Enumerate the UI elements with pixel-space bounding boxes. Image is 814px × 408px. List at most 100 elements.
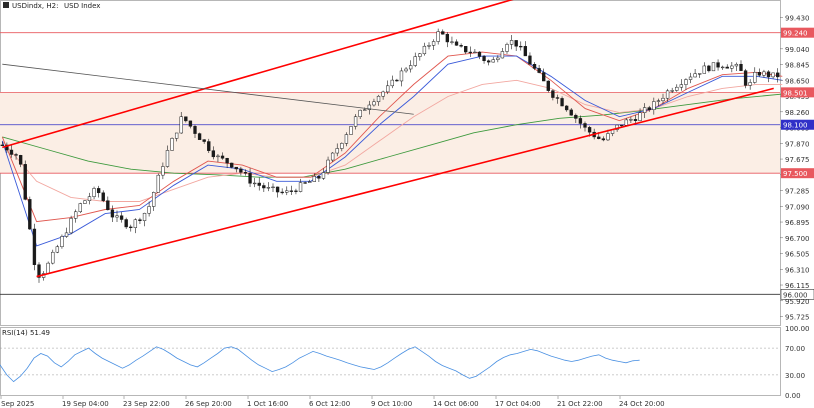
ma-pink-line (1, 79, 783, 202)
candle-body (78, 203, 82, 213)
level-badge-label: 98.100 (783, 122, 808, 130)
supply-zone-layer (0, 92, 780, 174)
candle-body (211, 150, 216, 158)
candle-body (152, 192, 156, 207)
candle-body (638, 112, 642, 121)
price-axis[interactable]: 99.43099.24099.04098.84598.65098.45598.2… (780, 14, 810, 322)
candle-body (707, 65, 711, 72)
candle-body (119, 215, 124, 220)
price-tick-label: 99.430 (785, 14, 810, 22)
candle-body (367, 104, 372, 110)
price-tick-label: 95.725 (785, 314, 810, 322)
candle-body (652, 101, 656, 110)
candle-body (418, 53, 422, 57)
candle-body (776, 72, 780, 78)
candle-body (202, 139, 206, 142)
candle-body (693, 73, 697, 78)
candle-body (468, 51, 472, 54)
candles-layer (0, 28, 780, 283)
candle-body (698, 73, 702, 75)
candle-body (0, 144, 4, 146)
level-badge-label: 99.240 (783, 30, 808, 38)
candle-body (363, 109, 367, 111)
candle-body (317, 176, 321, 179)
time-tick-label: 17 Oct 04:00 (495, 400, 541, 408)
candle-body (234, 166, 238, 170)
candle-body (574, 114, 578, 119)
candle-body (60, 236, 64, 248)
candle-body (289, 190, 294, 192)
price-tick-label: 98.845 (785, 62, 810, 70)
time-tick-label: 12 Sep 2025 (0, 400, 34, 408)
candle-body (115, 215, 119, 218)
candle-body (239, 168, 243, 173)
candle-body (629, 119, 633, 121)
candle-body (349, 126, 353, 135)
candle-body (665, 90, 670, 99)
candle-body (564, 105, 569, 111)
rsi-tick-label: 100.00 (785, 325, 810, 333)
candle-body (275, 186, 280, 193)
candle-body (431, 41, 436, 46)
candle-body (252, 182, 257, 185)
candle-body (87, 196, 92, 201)
candle-body (138, 219, 142, 221)
time-tick-label: 26 Sep 20:00 (185, 400, 232, 408)
candle-body (46, 262, 50, 274)
candle-body (243, 172, 248, 174)
candle-body (555, 97, 560, 99)
rsi-axis[interactable]: 100.00 70.00 30.00 0.00 (785, 325, 810, 400)
level-badge (781, 168, 814, 179)
candle-body (14, 154, 18, 156)
candle-body (601, 138, 606, 141)
candle-body (230, 162, 234, 168)
candle-body (55, 246, 60, 253)
candle-body (537, 68, 541, 73)
candle-body (193, 126, 197, 134)
candle-body (408, 65, 413, 70)
channel-lines-layer (2, 0, 774, 278)
candle-body (725, 66, 729, 69)
time-axis[interactable]: 12 Sep 2025 19 Sep 04:00 23 Sep 22:00 26 Se… (0, 396, 665, 408)
candle-body (170, 138, 174, 151)
rsi-tick-label: 70.00 (785, 345, 805, 353)
candle-body (395, 79, 399, 82)
candle-body (358, 109, 362, 118)
candle-body (720, 66, 725, 69)
candle-body (266, 187, 271, 189)
candle-body (83, 200, 87, 204)
candle-body (647, 107, 651, 110)
time-tick-label: 6 Oct 12:00 (309, 400, 350, 408)
candle-body (753, 72, 757, 83)
candle-body (225, 158, 229, 164)
candle-body (326, 159, 330, 173)
candle-body (271, 186, 275, 189)
candle-body (101, 192, 105, 201)
candle-body (92, 188, 96, 197)
candle-body (321, 172, 326, 179)
candle-body (372, 101, 376, 106)
candle-body (184, 116, 188, 122)
rsi-tick-label: 0.00 (785, 392, 801, 400)
candle-body (179, 116, 183, 134)
level-badge-label: 98.501 (783, 89, 808, 97)
chart-description: USD Index (64, 2, 100, 10)
candle-body (303, 182, 307, 184)
candle-body (330, 152, 335, 161)
candle-body (51, 251, 55, 264)
price-tick-label: 97.870 (785, 140, 810, 148)
candle-body (642, 107, 647, 113)
candle-body (124, 219, 128, 228)
candle-body (730, 65, 734, 69)
channel-upper-line (2, 0, 514, 149)
candle-body (551, 90, 555, 98)
candle-body (18, 155, 23, 165)
level-badge (781, 87, 814, 98)
candle-body (523, 46, 528, 57)
price-tick-label: 98.260 (785, 109, 810, 117)
chart-symbol: USDindx, H2: (12, 2, 58, 10)
candle-body (413, 56, 417, 66)
candle-body (684, 79, 688, 85)
level-badge-label: 97.500 (783, 170, 808, 178)
